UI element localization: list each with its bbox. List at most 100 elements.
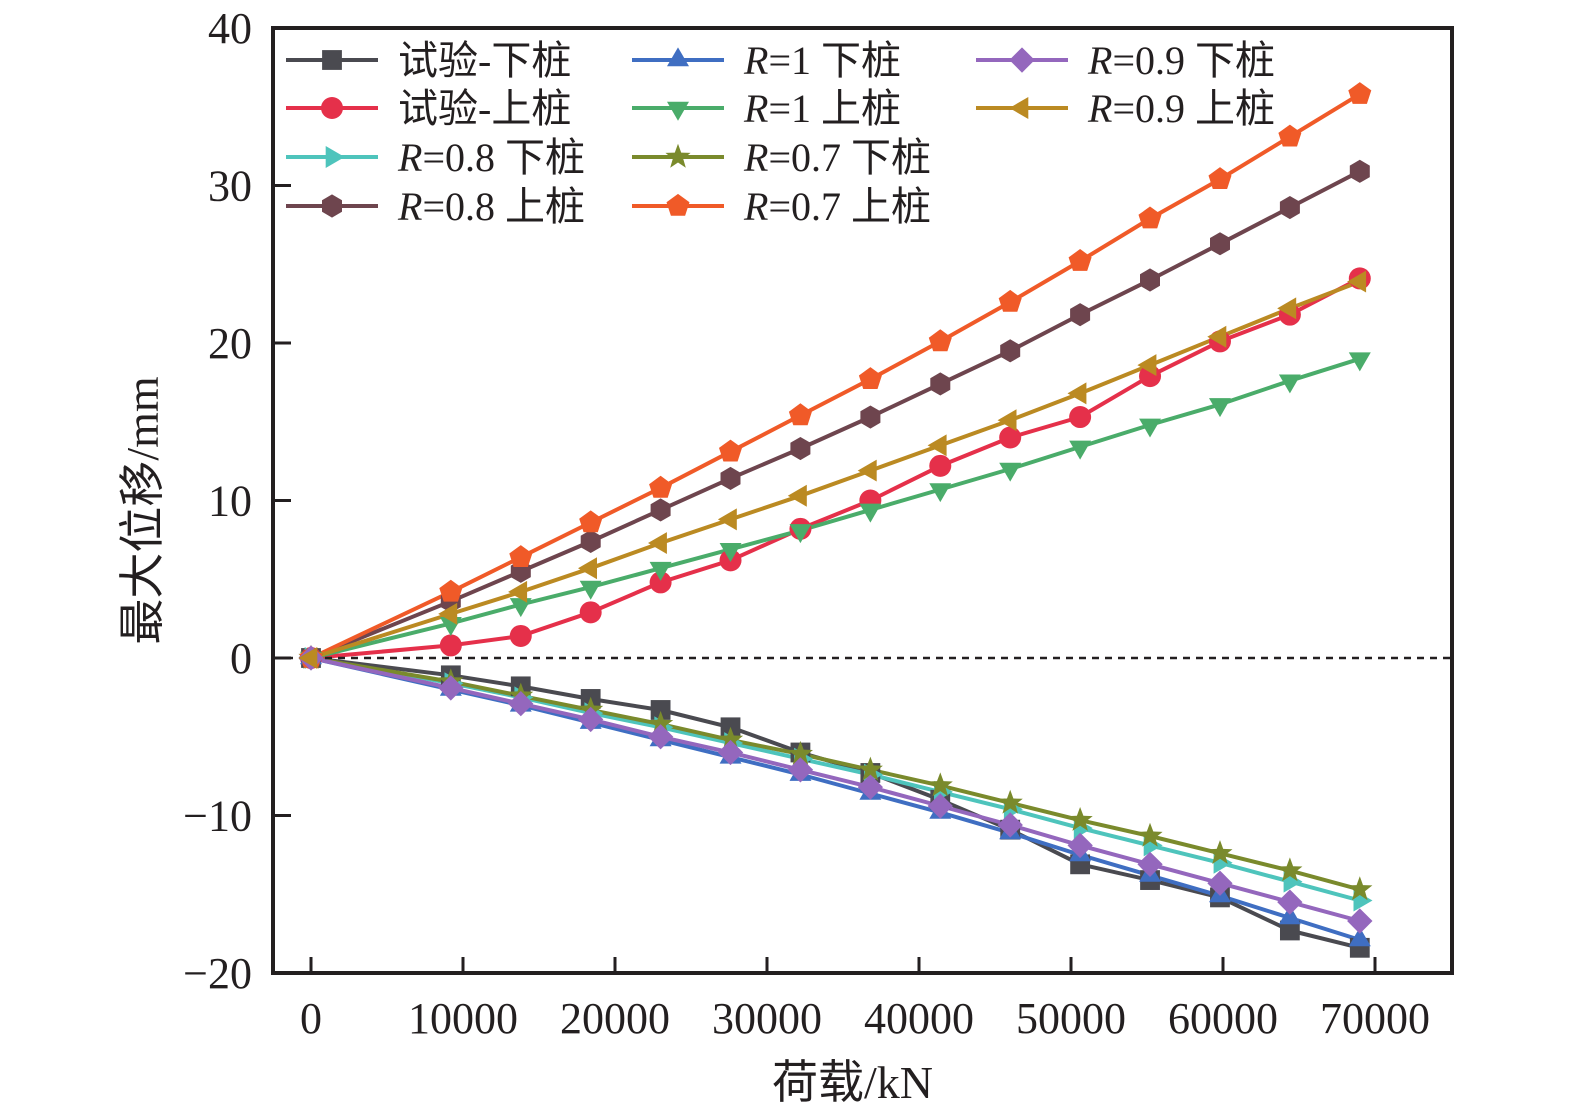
legend-marker-triangle-down-icon bbox=[667, 101, 689, 121]
data-point-R=0.8-上桩 bbox=[860, 405, 881, 429]
legend-item-R=0.7-下桩: R=0.7 下桩 bbox=[632, 135, 931, 180]
data-point-R=1-上桩 bbox=[1209, 398, 1231, 418]
data-point-试验-上桩 bbox=[1069, 406, 1092, 429]
x-tick-label: 40000 bbox=[864, 994, 974, 1043]
data-point-R=1-上桩 bbox=[1278, 374, 1301, 394]
legend-label-text: =0.8 上桩 bbox=[422, 184, 585, 229]
legend-label: R=0.8 上桩 bbox=[397, 184, 585, 229]
legend-marker-triangle-left-icon bbox=[1009, 97, 1029, 119]
y-tick-labels: −20 −10 0 10 20 30 40 bbox=[183, 4, 252, 998]
data-point-R=0.9-上桩 bbox=[927, 434, 947, 457]
legend-label-text: =0.7 下桩 bbox=[768, 135, 931, 180]
data-point-R=0.7-上桩 bbox=[858, 367, 882, 389]
x-tick-labels: 0 10000 20000 30000 40000 50000 60000 70000 bbox=[300, 994, 1430, 1043]
data-point-试验-上桩 bbox=[999, 426, 1022, 449]
legend-marker-circle-icon bbox=[321, 97, 343, 119]
data-point-R=1-上桩 bbox=[859, 503, 882, 523]
data-point-R=1-上桩 bbox=[1139, 418, 1161, 438]
legend-label-variable: R bbox=[1087, 38, 1112, 83]
series-line-试验-下桩 bbox=[310, 656, 1361, 950]
data-point-试验-上桩 bbox=[579, 601, 602, 624]
data-point-试验-上桩 bbox=[649, 571, 672, 594]
y-tick-label: 30 bbox=[208, 162, 252, 211]
legend-item-R=0.7-上桩: R=0.7 上桩 bbox=[632, 184, 931, 229]
x-tick-label: 30000 bbox=[712, 994, 822, 1043]
legend-marker-star-icon bbox=[665, 143, 691, 168]
data-point-R=0.8-上桩 bbox=[1070, 303, 1091, 327]
y-axis-title: 最大位移/mm bbox=[117, 376, 168, 645]
legend-item-试验-上桩: 试验-上桩 bbox=[286, 86, 571, 131]
data-point-R=0.7-下桩 bbox=[1207, 840, 1233, 864]
data-point-R=0.7-上桩 bbox=[928, 329, 952, 352]
legend-label-variable: R bbox=[1087, 86, 1112, 131]
x-tick-label: 70000 bbox=[1320, 994, 1430, 1043]
legend-label: 试验-下桩 bbox=[398, 38, 571, 83]
legend-label-text: =0.9 上桩 bbox=[1112, 86, 1275, 131]
legend-marker-triangle-up-icon bbox=[667, 47, 689, 67]
x-tick-label: 50000 bbox=[1016, 994, 1126, 1043]
data-point-R=0.7-上桩 bbox=[788, 403, 812, 426]
data-point-R=0.7-上桩 bbox=[1138, 206, 1162, 229]
data-point-R=0.9-下桩 bbox=[997, 812, 1023, 838]
data-point-R=0.9-上桩 bbox=[298, 647, 318, 669]
data-point-R=1-下桩 bbox=[1348, 927, 1371, 947]
data-point-R=0.8-上桩 bbox=[580, 529, 601, 553]
data-point-R=0.7-上桩 bbox=[1348, 82, 1372, 104]
data-point-R=0.9-下桩 bbox=[1277, 889, 1303, 915]
legend-label: R=0.7 上桩 bbox=[743, 184, 931, 229]
legend-label: R=0.9 下桩 bbox=[1087, 38, 1275, 83]
data-point-R=0.8-上桩 bbox=[1210, 232, 1230, 256]
data-point-R=0.7-上桩 bbox=[649, 475, 673, 498]
data-point-R=0.9-上桩 bbox=[1277, 297, 1297, 320]
data-point-R=1-上桩 bbox=[579, 580, 602, 600]
x-tick-label: 0 bbox=[300, 994, 322, 1043]
data-point-R=0.8-上桩 bbox=[650, 498, 671, 522]
legend-label: R=1 下桩 bbox=[743, 38, 901, 83]
data-point-试验-上桩 bbox=[439, 634, 462, 657]
data-point-R=0.9-下桩 bbox=[508, 691, 534, 717]
tick-layer bbox=[273, 184, 1377, 973]
data-point-R=0.9-下桩 bbox=[648, 724, 674, 750]
marker-layer bbox=[298, 82, 1373, 958]
y-tick-label: 20 bbox=[208, 319, 252, 368]
legend-label: R=0.8 下桩 bbox=[397, 135, 585, 180]
x-tick-label: 10000 bbox=[408, 994, 518, 1043]
legend-label-variable: R bbox=[743, 135, 768, 180]
data-point-R=0.7-下桩 bbox=[1067, 807, 1093, 831]
series-line-试验-上桩 bbox=[310, 276, 1361, 660]
data-point-R=0.9-下桩 bbox=[857, 774, 883, 800]
legend-item-R=1-下桩: R=1 下桩 bbox=[632, 38, 901, 83]
y-tick-label: 40 bbox=[208, 4, 252, 53]
x-tick-label: 20000 bbox=[560, 994, 670, 1043]
data-point-R=1-上桩 bbox=[999, 462, 1022, 482]
data-point-R=1-上桩 bbox=[1348, 352, 1371, 372]
data-point-R=0.9-上桩 bbox=[717, 508, 737, 531]
legend-label-text: =0.8 下桩 bbox=[422, 135, 585, 180]
data-point-R=0.8-上桩 bbox=[1000, 339, 1021, 363]
legend-item-试验-下桩: 试验-下桩 bbox=[286, 38, 571, 83]
data-point-R=0.8-上桩 bbox=[1349, 159, 1370, 183]
data-point-R=0.9-下桩 bbox=[1137, 851, 1163, 877]
data-point-R=0.9-上桩 bbox=[508, 580, 528, 603]
legend-label-variable: R bbox=[743, 184, 768, 229]
data-point-R=0.9-下桩 bbox=[787, 757, 814, 783]
data-point-R=0.9-下桩 bbox=[438, 675, 464, 701]
data-point-R=0.9-下桩 bbox=[1207, 870, 1233, 896]
legend-marker-diamond-icon bbox=[1009, 47, 1035, 73]
y-tick-label: 0 bbox=[230, 634, 252, 683]
series-line-R=0.9-上桩 bbox=[310, 279, 1361, 660]
data-point-R=0.9-上桩 bbox=[1137, 354, 1157, 376]
legend-item-R=0.9-下桩: R=0.9 下桩 bbox=[976, 38, 1275, 83]
legend-label: R=0.7 下桩 bbox=[743, 135, 931, 180]
legend-label-variable: R bbox=[397, 135, 422, 180]
data-point-R=0.8-上桩 bbox=[790, 437, 811, 461]
data-point-R=0.7-下桩 bbox=[997, 789, 1023, 814]
data-point-R=0.7-下桩 bbox=[1137, 822, 1163, 847]
data-point-R=0.8-上桩 bbox=[1279, 196, 1300, 220]
legend-label-text: 试验-下桩 bbox=[398, 38, 571, 83]
legend-marker-triangle-right-icon bbox=[325, 146, 345, 168]
data-point-R=0.9-上桩 bbox=[578, 557, 597, 580]
data-point-R=1-上桩 bbox=[719, 543, 742, 562]
data-point-R=0.7-下桩 bbox=[787, 740, 813, 765]
